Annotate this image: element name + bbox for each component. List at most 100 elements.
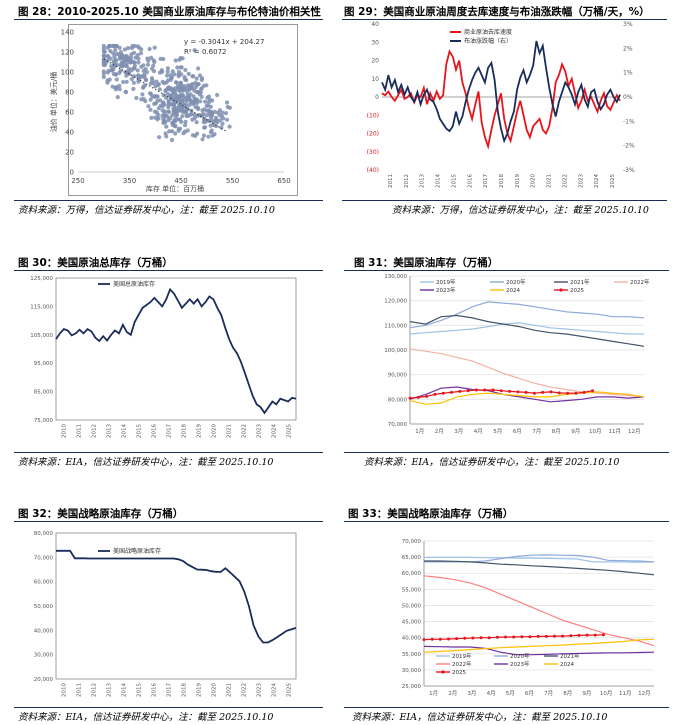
series-marker	[479, 636, 483, 640]
scatter-point	[114, 43, 119, 49]
series-marker	[438, 637, 442, 641]
chart-title-31: 图 31：美国原油库存（万桶）	[354, 257, 499, 269]
scatter-point	[154, 110, 159, 115]
scatter-point	[149, 115, 154, 120]
scatter-point	[181, 86, 186, 91]
scatter-point	[163, 88, 168, 93]
y-tick-label: 25,000	[402, 684, 422, 690]
scatter-point	[125, 58, 130, 63]
plot-frame	[55, 277, 297, 421]
y-tick-label: 20	[371, 58, 379, 65]
y-tick-label: 70,000	[402, 539, 422, 545]
scatter-point	[152, 101, 157, 106]
title-rule-30	[14, 270, 323, 271]
x-tick-label: 2015	[451, 174, 457, 188]
scatter-point	[175, 84, 181, 89]
chart-title-28: 图 28：2010-2025.10 美国商业原油库存与布伦特油价相关性	[18, 6, 321, 18]
x-tick-label: 8月	[563, 690, 572, 697]
x-tick-label: 2017	[167, 683, 173, 697]
scatter-point	[201, 133, 207, 138]
scatter-point	[157, 87, 162, 92]
series-line	[423, 638, 655, 653]
scatter-point	[213, 119, 218, 124]
y-tick-label: 30	[371, 39, 379, 46]
scatter-point	[115, 95, 120, 100]
y-tick-label: 80,000	[388, 397, 408, 403]
scatter-point	[173, 80, 178, 85]
series-marker	[566, 391, 570, 395]
source-32: 资料来源：EIA，信达证券研发中心，注：截至 2025.10.10	[18, 712, 274, 723]
x-tick-label: 9月	[582, 690, 591, 697]
title-rule-33	[344, 521, 669, 522]
scatter-point	[189, 112, 194, 117]
scatter-point	[171, 120, 176, 125]
source-29: 资料来源：万得，信达证券研发中心，注：截至 2025.10.10	[392, 205, 649, 216]
x-tick-label: 2018	[499, 174, 505, 188]
source-rule-30	[14, 452, 323, 453]
x-tick-label: 2014	[122, 683, 128, 697]
scatter-point	[172, 86, 178, 91]
chart-title-32: 图 32：美国战略原油库存（万桶）	[18, 508, 184, 520]
series-marker	[433, 392, 437, 396]
series-marker	[601, 633, 605, 637]
scatter-point	[217, 118, 223, 123]
series-line	[409, 322, 644, 335]
series-marker	[487, 636, 491, 640]
y-tick-label: 40,000	[34, 628, 54, 634]
x-tick-label: 2010	[62, 683, 68, 697]
scatter-point	[206, 103, 211, 108]
scatter-point	[163, 131, 168, 136]
y-tick-label: 115,000	[30, 304, 53, 310]
source-31: 资料来源：EIA，信达证券研发中心，注：截至 2025.10.10	[364, 457, 620, 468]
scatter-point	[162, 120, 167, 125]
scatter-point	[124, 73, 129, 78]
title-rule-31	[344, 270, 669, 271]
scatter-point	[184, 109, 189, 114]
scatter-point	[165, 91, 170, 97]
series-marker	[450, 390, 453, 394]
legend-label: 美国总原油库存	[113, 280, 155, 288]
scatter-point	[152, 45, 157, 50]
legend-label: 2024	[506, 288, 520, 294]
series-line	[423, 575, 655, 647]
y-tick-label: 30,000	[402, 668, 422, 674]
scatter-point	[118, 50, 123, 55]
legend-label: 2022年	[630, 278, 650, 286]
y-tick-label: 75,000	[34, 418, 54, 424]
series-marker	[458, 389, 462, 393]
scatter-point	[106, 68, 111, 73]
scatter-point	[173, 58, 178, 63]
scatter-point	[165, 73, 170, 78]
x-tick-label: 2023	[257, 683, 263, 697]
scatter-point	[151, 81, 156, 86]
scatter-point	[207, 97, 212, 102]
x-tick-label: 2023	[578, 174, 584, 188]
scatter-point	[114, 77, 119, 82]
x-tick-label: 2020	[212, 683, 218, 697]
scatter-point	[206, 134, 211, 139]
series-line	[424, 556, 655, 563]
legend-label: 布油涨跌幅（右）	[464, 37, 512, 45]
scatter-point	[146, 58, 151, 64]
y-tick-label: 0	[375, 94, 379, 101]
x-tick-label: 5月	[493, 428, 502, 435]
y-tick-label: (40)	[367, 167, 379, 174]
scatter-point	[175, 65, 180, 70]
x-tick-label: 4月	[474, 428, 483, 435]
x-tick-label: 550	[226, 177, 239, 185]
series-marker	[574, 391, 578, 395]
scatter-point	[162, 114, 167, 119]
scatter-point	[166, 118, 171, 123]
scatter-point	[146, 104, 151, 109]
x-tick-label: 2015	[137, 683, 143, 697]
scatter-point	[129, 77, 134, 82]
chart-line-31: 70,000 80,000 90,000 100,000 110,000 120,000 1…	[384, 274, 650, 435]
scatter-point	[200, 137, 205, 142]
y2-tick-label: 0%	[623, 94, 633, 101]
y-tick-label: (30)	[367, 149, 379, 156]
x-tick-label: 9月	[571, 428, 580, 435]
scatter-point	[126, 46, 131, 51]
scatter-point	[166, 78, 171, 83]
y-tick-label: 0	[70, 169, 74, 177]
legend-label: 2020年	[510, 652, 530, 660]
